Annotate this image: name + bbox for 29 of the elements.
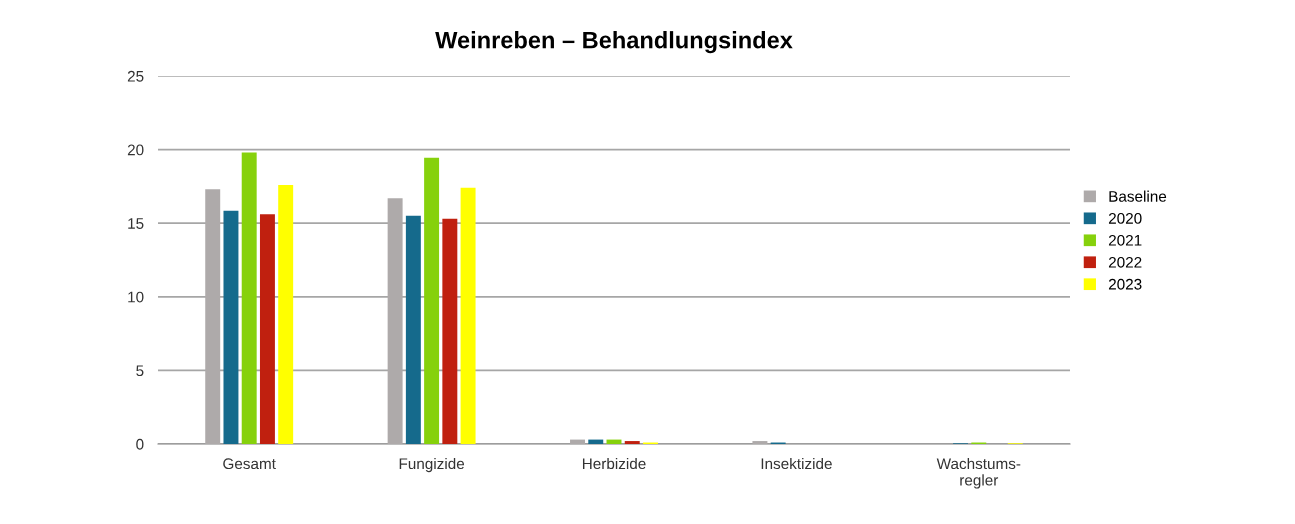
legend-label: 2023 — [1108, 278, 1142, 290]
bar — [588, 439, 604, 444]
x-tick-label: Wachstums- regler — [936, 457, 1021, 489]
y-tick-label: 10 — [128, 291, 144, 303]
x-tick-label: Fungizide — [399, 457, 465, 473]
y-tick-label: 0 — [136, 438, 144, 450]
bar — [624, 441, 640, 444]
bar — [460, 187, 476, 444]
legend-label: 2022 — [1108, 256, 1142, 268]
bar — [278, 184, 294, 444]
bar — [241, 152, 257, 444]
chart-title: Weinreben – Behandlungsindex — [435, 31, 793, 54]
x-tick-label: Gesamt — [223, 458, 276, 470]
legend-label: 2020 — [1108, 212, 1142, 224]
x-tick-label: Insektizide — [761, 457, 832, 470]
bar — [405, 215, 421, 444]
bar — [223, 210, 239, 444]
bar — [424, 157, 440, 444]
y-tick-label: 20 — [127, 144, 144, 156]
y-tick-label: 15 — [128, 218, 144, 229]
legend-label: 2021 — [1108, 234, 1142, 246]
x-tick-label: Herbizide — [582, 457, 646, 470]
bar — [570, 439, 585, 444]
y-tick-label: 25 — [127, 70, 144, 82]
legend-label: Baseline — [1109, 190, 1167, 202]
bar — [442, 218, 458, 444]
bar — [752, 441, 768, 444]
bar — [259, 214, 275, 444]
y-tick-label: 5 — [136, 365, 144, 377]
